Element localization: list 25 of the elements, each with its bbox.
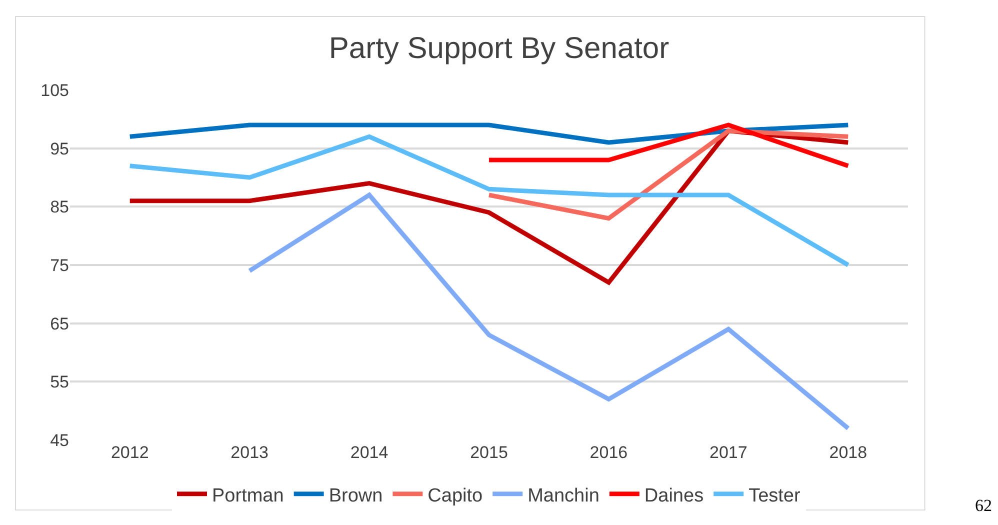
chart-title: Party Support By Senator [328,32,670,65]
x-tick-label: 2013 [230,443,268,462]
y-tick-label: 105 [40,80,69,100]
legend-label: Portman [212,485,284,506]
text: 62 [975,496,992,515]
legend-label: Capito [428,485,483,506]
x-tick-label: 2015 [470,443,508,462]
legend-label: Tester [748,485,801,506]
legend-label: Manchin [528,485,600,506]
y-tick-label: 75 [50,256,69,275]
y-tick-label: 45 [50,430,69,450]
x-tick-label: 2017 [710,443,748,462]
x-tick-label: 2018 [829,443,868,462]
x-tick-label: 2014 [350,443,388,462]
y-tick-label: 55 [50,372,69,392]
legend-label: Daines [644,485,704,506]
y-tick-label: 65 [50,314,69,334]
y-tick-label: 85 [50,198,69,217]
y-tick-label: 95 [50,139,69,158]
x-tick-label: 2012 [110,443,149,462]
line-series [128,122,850,145]
line-series [486,128,850,221]
line-series [247,192,850,431]
x-tick-label: 2016 [590,443,628,462]
legend-label: Brown [328,485,383,506]
